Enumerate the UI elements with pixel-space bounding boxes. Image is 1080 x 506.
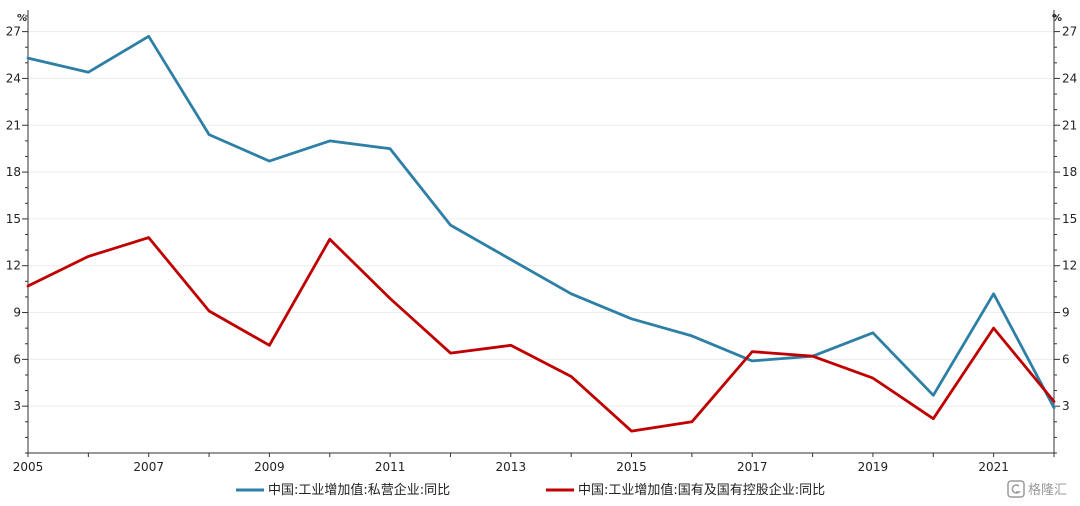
series-line-2 (26, 236, 1056, 433)
data-point (509, 257, 513, 261)
x-tick-label: 2017 (737, 460, 768, 474)
data-point (509, 343, 513, 347)
watermark-logo-icon (1007, 480, 1025, 498)
y-tick-label-right: 12 (1062, 259, 1077, 273)
data-point (147, 34, 151, 38)
data-point (448, 351, 452, 355)
data-point (690, 334, 694, 338)
data-point (328, 237, 332, 241)
legend-label-1: 中国:工业增加值:私营企业:同比 (268, 482, 450, 498)
data-point (388, 147, 392, 151)
legend-label-2: 中国:工业增加值:国有及国有控股企业:同比 (578, 482, 825, 498)
y-tick-label-left: 24 (6, 71, 21, 85)
data-point (871, 376, 875, 380)
data-point (569, 292, 573, 296)
data-point (931, 393, 935, 397)
gridlines (28, 31, 1054, 407)
y-tick-label-left: 12 (6, 259, 21, 273)
x-tick-label: 2011 (375, 460, 406, 474)
data-point (931, 417, 935, 421)
y-tick-label-right: 24 (1062, 71, 1077, 85)
x-tick-label: 2021 (978, 460, 1009, 474)
data-point (630, 429, 634, 433)
data-point (871, 331, 875, 335)
data-point (569, 375, 573, 379)
data-point (26, 284, 30, 288)
x-tick-label: 2013 (496, 460, 527, 474)
y-tick-label-left: 9 (13, 306, 21, 320)
data-point (1052, 406, 1056, 410)
y-tick-label-right: 15 (1062, 212, 1077, 226)
data-point (207, 133, 211, 137)
x-tick-label: 2019 (858, 460, 889, 474)
data-point (992, 326, 996, 330)
y-unit-right: % (1052, 13, 1062, 24)
data-point (328, 139, 332, 143)
data-point (690, 420, 694, 424)
y-tick-label-left: 18 (6, 165, 21, 179)
data-point (750, 359, 754, 363)
data-point (26, 56, 30, 60)
data-point (207, 309, 211, 313)
legend: 中国:工业增加值:私营企业:同比 中国:工业增加值:国有及国有控股企业:同比 (236, 482, 825, 498)
data-point (86, 70, 90, 74)
x-tick-label: 2015 (616, 460, 647, 474)
series-lines (26, 34, 1056, 433)
watermark-text: 格隆汇 (1028, 482, 1067, 498)
y-tick-label-right: 6 (1062, 352, 1070, 366)
data-point (992, 292, 996, 296)
data-point (267, 343, 271, 347)
data-point (750, 350, 754, 354)
watermark-logo-mark (1011, 484, 1021, 494)
data-point (630, 317, 634, 321)
x-tick-label: 2007 (133, 460, 164, 474)
y-tick-label-right: 27 (1062, 25, 1077, 39)
y-tick-label-right: 21 (1062, 118, 1077, 132)
y-unit-left: % (17, 13, 27, 24)
data-point (1052, 399, 1056, 403)
y-tick-label-left: 6 (13, 352, 21, 366)
y-tick-label-left: 15 (6, 212, 21, 226)
y-tick-label-left: 3 (13, 399, 21, 413)
y-tick-label-right: 18 (1062, 165, 1077, 179)
data-point (267, 159, 271, 163)
y-tick-label-right: 9 (1062, 306, 1070, 320)
data-point (147, 236, 151, 240)
data-point (388, 296, 392, 300)
data-point (448, 223, 452, 227)
data-point (811, 354, 815, 358)
watermark: 格隆汇 (1007, 480, 1067, 498)
data-point (86, 254, 90, 258)
x-tick-label: 2009 (254, 460, 285, 474)
y-tick-label-right: 3 (1062, 399, 1070, 413)
x-tick-label: 2005 (13, 460, 44, 474)
series-line-1 (26, 34, 1056, 410)
y-tick-label-left: 27 (6, 25, 21, 39)
y-tick-label-left: 21 (6, 118, 21, 132)
axes: 3 3 6 6 9 9 12 12 15 15 18 18 21 21 24 24 27 27% % 2005 2007… (6, 10, 1077, 474)
